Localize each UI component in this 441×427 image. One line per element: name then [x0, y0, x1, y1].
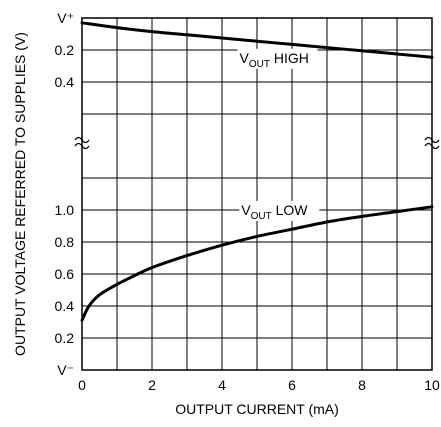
series-label-bg: [239, 201, 320, 221]
series-line-upper: [80, 21, 434, 59]
x-tick-label: 10: [424, 377, 440, 393]
x-tick-label: 6: [288, 377, 296, 393]
y-tick-label-lower: 0.2: [55, 330, 75, 346]
grid: [81, 18, 433, 370]
y-tick-label-upper: V⁺: [57, 10, 74, 26]
x-tick-label: 4: [218, 377, 226, 393]
y-tick-label-lower: 0.4: [55, 298, 75, 314]
y-tick-label-lower: 1.0: [55, 202, 75, 218]
y-tick-label-lower: 0.6: [55, 266, 75, 282]
series-label-upper: VOUT HIGH: [240, 50, 309, 70]
x-tick-labels: 0 2 4 6 8 10: [78, 377, 440, 393]
series-line-lower: [80, 205, 434, 322]
x-axis-title: OUTPUT CURRENT (mA): [175, 401, 339, 417]
plot-frame: [81, 17, 433, 371]
y-axis-title: OUTPUT VOLTAGE REFERRED TO SUPPLIES (V): [12, 32, 28, 356]
y-tick-label-upper: 0.4: [55, 74, 75, 90]
y-tick-label-lower: 0.8: [55, 234, 75, 250]
curves: [80, 21, 434, 322]
x-tick-label: 0: [78, 377, 86, 393]
series-label-bg: [237, 48, 318, 69]
y-tick-label-upper: 0.2: [55, 42, 75, 58]
y-tick-label-lower: V⁻: [57, 362, 74, 378]
x-tick-label: 2: [148, 377, 156, 393]
x-tick-label: 8: [358, 377, 366, 393]
y-tick-labels: V⁺ 0.2 0.4 V⁻ 0.2 0.4 0.6 0.8 1.0: [55, 10, 75, 378]
series-label-lower: VOUT LOW: [241, 202, 308, 222]
series-labels: VOUT HIGH VOUT LOW: [237, 48, 320, 222]
